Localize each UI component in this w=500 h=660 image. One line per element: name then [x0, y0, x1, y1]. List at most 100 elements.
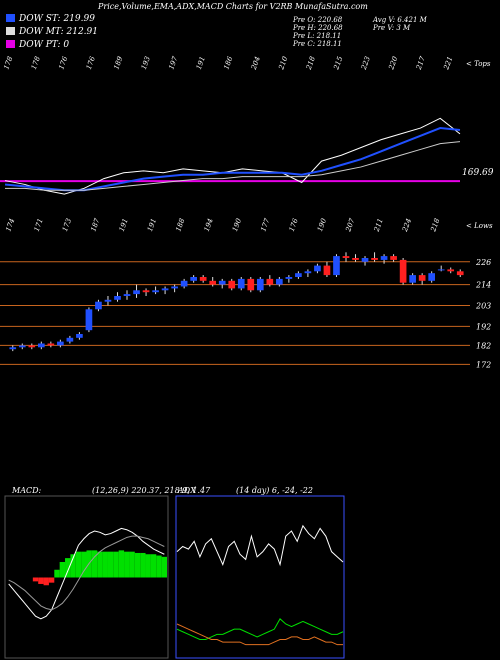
candle-body — [190, 277, 197, 281]
y-tick-label: 226 — [475, 258, 491, 267]
stat: Pre V: 3 M — [372, 24, 411, 32]
macd-bar — [134, 552, 141, 578]
legend-label: DOW MT: 212.91 — [18, 27, 98, 37]
macd-bar — [43, 577, 49, 586]
y-tick-label: 182 — [476, 341, 491, 350]
macd-bar — [75, 551, 82, 578]
candle-body — [304, 271, 312, 274]
macd-bar — [145, 554, 151, 578]
candle-body — [314, 265, 321, 272]
candle-body — [399, 259, 407, 283]
candle-body — [218, 280, 226, 285]
macd-bar — [161, 556, 167, 578]
candle-body — [247, 278, 255, 291]
macd-frame — [4, 495, 169, 659]
candle-body — [47, 343, 55, 346]
candle-body — [371, 258, 378, 260]
stat: Pre C: 218.11 — [292, 40, 342, 48]
candle-body — [28, 345, 36, 348]
macd-bar — [48, 577, 55, 583]
adx-line — [176, 524, 344, 567]
macd-bar — [65, 558, 71, 578]
macd-bar — [102, 551, 108, 578]
candle-body — [85, 309, 93, 331]
y-tick-label: 192 — [476, 322, 491, 331]
candle-body — [361, 258, 369, 262]
candle-body — [95, 301, 102, 310]
candle-body — [161, 288, 169, 291]
stat: Pre L: 218.11 — [292, 32, 341, 40]
candle-body — [180, 280, 188, 287]
candle-body — [276, 278, 283, 285]
candle-body — [437, 269, 445, 271]
low-caption: < Lows — [466, 222, 493, 230]
macd-bar — [118, 550, 125, 578]
legend-swatch — [6, 40, 15, 48]
candle-body — [456, 271, 464, 276]
candle-body — [57, 341, 64, 346]
macd-bar — [54, 569, 60, 578]
candle-body — [390, 256, 397, 260]
candle-body — [285, 277, 293, 279]
candle-body — [66, 337, 74, 342]
candle-body — [9, 347, 17, 350]
macd-bar — [150, 554, 157, 578]
stat: Pre H: 220.68 — [292, 24, 343, 32]
adx-frame — [175, 495, 345, 659]
chart-title: Price,Volume,EMA,ADX,MACD Charts for V2R… — [97, 2, 368, 11]
macd-bar — [59, 562, 66, 578]
macd-bar — [38, 577, 44, 584]
candle-body — [228, 280, 236, 289]
candle-body — [142, 290, 150, 293]
macd-title: MACD: — [11, 486, 42, 495]
candle-body — [428, 273, 436, 281]
macd-bar — [156, 555, 162, 578]
candle-body — [380, 256, 388, 260]
macd-bar — [91, 550, 98, 578]
y-tick-label: 214 — [475, 281, 491, 290]
candle-body — [199, 277, 207, 281]
reference-label: 169.69 — [462, 168, 494, 178]
legend-swatch — [6, 27, 15, 35]
candle-body — [323, 265, 331, 276]
legend-label: DOW PT: 0 — [18, 40, 69, 50]
candle-body — [237, 278, 245, 289]
macd-bar — [107, 551, 114, 578]
candle-body — [152, 290, 159, 293]
candle-body — [133, 290, 140, 295]
candle-body — [37, 343, 45, 348]
legend-label: DOW ST: 219.99 — [18, 14, 95, 24]
legend-swatch — [6, 14, 15, 22]
candle-body — [418, 275, 426, 281]
stat: Avg V: 6.421 M — [372, 16, 428, 24]
candle-body — [409, 275, 416, 283]
candle-body — [18, 345, 26, 348]
macd-bar — [81, 551, 87, 578]
macd-line — [8, 535, 165, 611]
candle-body — [171, 286, 178, 289]
adx-line — [176, 618, 344, 640]
macd-bar — [97, 551, 103, 578]
macd-bar — [70, 554, 76, 578]
candle-body — [114, 296, 121, 300]
candle-body — [333, 256, 340, 276]
macd-subtitle: (12,26,9) 220.37, 218.9, 1.47 — [92, 486, 211, 495]
macd-bar — [113, 551, 119, 578]
candle-body — [342, 256, 350, 258]
top-caption: < Tops — [466, 60, 491, 68]
adx-title: ADX — [177, 486, 196, 495]
candle-body — [76, 334, 83, 338]
macd-line — [8, 527, 165, 620]
candle-body — [295, 273, 302, 277]
stat: Pre O: 220.68 — [292, 16, 343, 24]
candle-body — [352, 258, 359, 260]
candle-body — [123, 294, 131, 296]
candle-body — [447, 269, 455, 272]
macd-bar — [140, 552, 146, 578]
adx-subtitle: (14 day) 6, -24, -22 — [236, 486, 313, 495]
candle-body — [266, 278, 274, 285]
macd-bar — [129, 551, 135, 578]
macd-bar — [124, 551, 130, 578]
